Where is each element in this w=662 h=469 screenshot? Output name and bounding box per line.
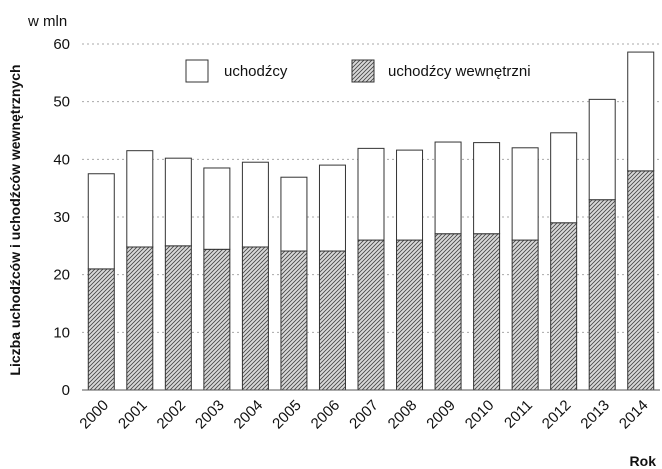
y-tick-60: 60: [53, 36, 70, 53]
bar-2002-uchodzcy-wewnetrzni: [164, 245, 192, 391]
bar-2013-uchodzcy: [588, 98, 616, 201]
bar-2003-uchodzcy-wewnetrzni: [203, 248, 231, 391]
bar-2014-uchodzcy-wewnetrzni: [627, 170, 655, 391]
bar-2007-uchodzcy: [357, 147, 385, 241]
bar-2006-uchodzcy-wewnetrzni: [318, 250, 346, 391]
bar-2000-uchodzcy-wewnetrzni: [87, 268, 115, 391]
bar-2005-uchodzcy-wewnetrzni: [280, 250, 308, 391]
bar-2013-uchodzcy-wewnetrzni: [588, 199, 616, 391]
bar-2011-uchodzcy-wewnetrzni: [511, 239, 539, 391]
y-axis-title: Liczba uchodźców i uchodźców wewnętrznyc…: [7, 64, 23, 375]
x-tick-2012: 2012: [539, 397, 575, 433]
x-tick-2009: 2009: [423, 397, 459, 433]
x-tick-2013: 2013: [577, 397, 613, 433]
bar-2012-uchodzcy: [550, 132, 578, 224]
bar-2001-uchodzcy: [126, 150, 154, 248]
x-tick-2001: 2001: [115, 397, 151, 433]
y-tick-20: 20: [53, 267, 70, 284]
bar-2004-uchodzcy-wewnetrzni: [241, 246, 269, 391]
bars: [87, 51, 655, 391]
bar-2005-uchodzcy: [280, 176, 308, 252]
y-tick-30: 30: [53, 209, 70, 226]
legend: uchodźcy uchodźcy wewnętrzni: [185, 59, 531, 83]
bar-2008-uchodzcy-wewnetrzni: [396, 239, 424, 391]
y-tick-10: 10: [53, 324, 70, 341]
bar-2014-uchodzcy: [627, 51, 655, 172]
x-tick-2002: 2002: [154, 397, 190, 433]
bar-2009-uchodzcy-wewnetrzni: [434, 233, 462, 391]
x-tick-2000: 2000: [76, 397, 112, 433]
y-unit-label: w mln: [27, 13, 67, 30]
bar-2011-uchodzcy: [511, 147, 539, 241]
x-tick-2008: 2008: [385, 397, 421, 433]
bar-2008-uchodzcy: [396, 149, 424, 241]
legend-label-uchodzcy: uchodźcy: [224, 63, 288, 80]
x-axis-title: Rok: [630, 453, 657, 469]
bar-2010-uchodzcy: [473, 142, 501, 235]
bar-2001-uchodzcy-wewnetrzni: [126, 246, 154, 391]
x-tick-2006: 2006: [308, 397, 344, 433]
x-tick-labels: 2000 2001 2002 2003 2004 2005 2006 2007 2008 2009…: [76, 397, 651, 433]
x-tick-2014: 2014: [616, 397, 652, 433]
x-tick-2007: 2007: [346, 397, 382, 433]
bar-2002-uchodzcy: [164, 157, 192, 247]
x-tick-2005: 2005: [269, 397, 305, 433]
bar-2007-uchodzcy-wewnetrzni: [357, 239, 385, 391]
y-tick-labels: 0 10 20 30 40 50 60: [53, 36, 70, 399]
bar-2010-uchodzcy-wewnetrzni: [473, 233, 501, 391]
x-tick-2003: 2003: [192, 397, 228, 433]
y-tick-50: 50: [53, 94, 70, 111]
bar-2006-uchodzcy: [318, 164, 346, 252]
y-tick-0: 0: [62, 382, 70, 399]
bar-2012-uchodzcy-wewnetrzni: [550, 222, 578, 391]
y-tick-40: 40: [53, 151, 70, 168]
legend-label-uchodzcy-wewnetrzni: uchodźcy wewnętrzni: [388, 63, 531, 80]
bar-2000-uchodzcy: [87, 173, 115, 270]
bar-2009-uchodzcy: [434, 141, 462, 235]
x-tick-2011: 2011: [501, 397, 536, 432]
bar-2004-uchodzcy: [241, 161, 269, 248]
x-tick-2004: 2004: [231, 397, 267, 433]
bar-2003-uchodzcy: [203, 167, 231, 250]
legend-swatch-uchodzcy-wewnetrzni: [351, 59, 375, 83]
x-tick-2010: 2010: [462, 397, 498, 433]
legend-swatch-uchodzcy: [185, 59, 209, 83]
